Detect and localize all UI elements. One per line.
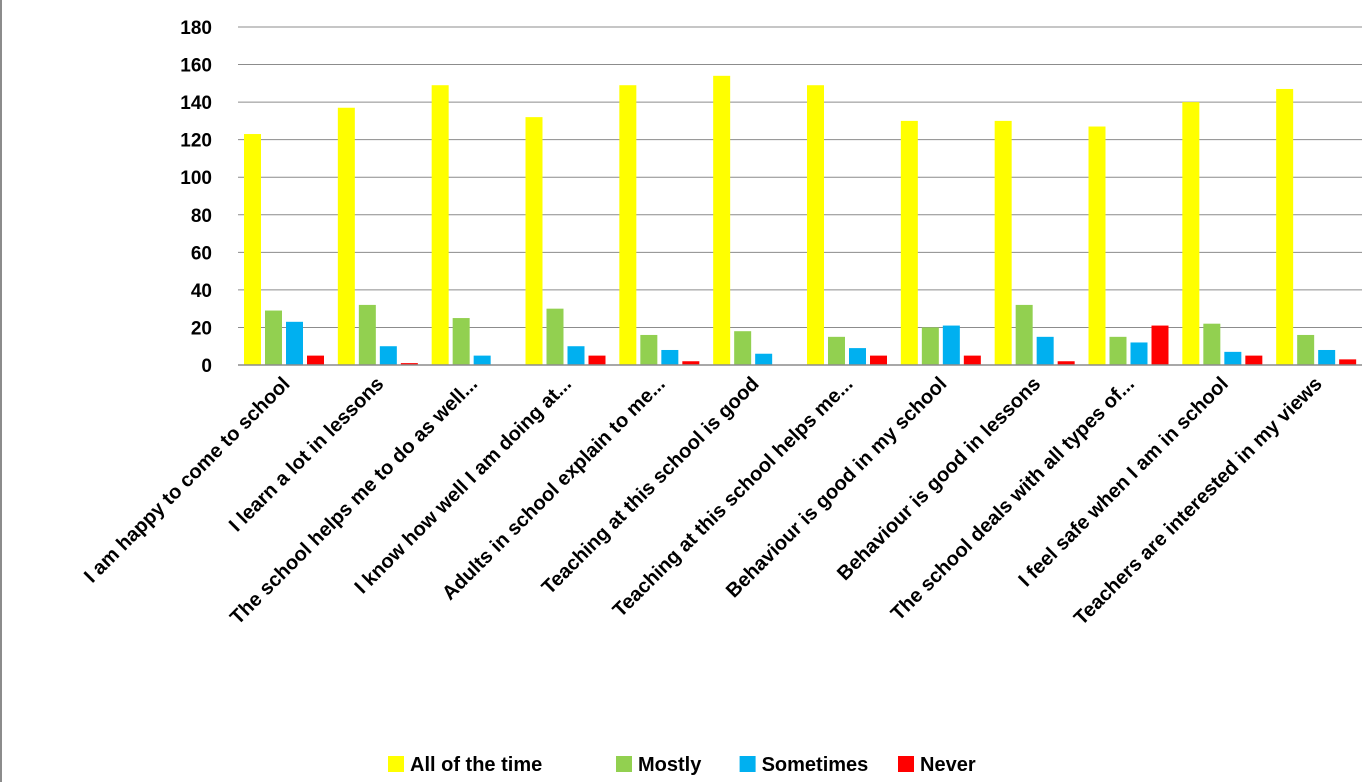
category-label-9: Behaviour is good in lessons	[833, 373, 1045, 585]
bar-all-of-the-time-11	[1182, 102, 1200, 365]
bar-all-of-the-time-7	[807, 85, 824, 365]
bar-never-1	[307, 355, 324, 365]
bar-sometimes-11	[1224, 351, 1242, 365]
gridlines	[238, 26, 1362, 328]
bar-all-of-the-time-4	[525, 117, 543, 365]
bar-sometimes-4	[567, 346, 585, 365]
bar-mostly-12	[1297, 334, 1315, 365]
bar-never-12	[1339, 359, 1357, 365]
bar-all-of-the-time-3	[431, 85, 449, 365]
bar-all-of-the-time-5	[619, 85, 637, 365]
y-tick-label-100: 100	[180, 168, 212, 189]
bar-mostly-3	[452, 318, 470, 365]
y-tick-label-80: 80	[191, 206, 212, 227]
y-tick-label-0: 0	[201, 356, 212, 377]
bar-sometimes-3	[473, 355, 491, 365]
bar-all-of-the-time-6	[713, 75, 731, 366]
legend-swatch-mostly	[616, 756, 632, 772]
legend-item-never: Never	[898, 754, 976, 776]
legend-swatch-sometimes	[739, 756, 756, 772]
legend: All of the time Mostly Sometimes Never	[388, 754, 976, 776]
bar-never-10	[1151, 325, 1169, 365]
bar-mostly-11	[1203, 323, 1221, 365]
legend-swatch-all-of-the-time	[388, 756, 404, 772]
legend-swatch-never	[898, 756, 914, 772]
legend-label-sometimes: Sometimes	[762, 754, 869, 776]
bar-all-of-the-time-12	[1276, 88, 1294, 365]
y-tick-label-40: 40	[191, 281, 212, 302]
y-tick-label-180: 180	[180, 18, 212, 39]
y-tick-label-140: 140	[180, 93, 212, 114]
category-label-11: I feel safe when I am in school	[1014, 373, 1232, 591]
bar-never-9	[1057, 361, 1075, 365]
bar-mostly-5	[640, 334, 658, 365]
bar-all-of-the-time-10	[1088, 126, 1106, 366]
bar-never-2	[400, 363, 418, 365]
bar-sometimes-7	[849, 348, 866, 365]
bar-all-of-the-time-9	[994, 120, 1012, 365]
bar-sometimes-5	[661, 349, 679, 365]
y-tick-label-60: 60	[191, 243, 212, 264]
legend-label-never: Never	[920, 754, 976, 776]
bar-mostly-9	[1015, 304, 1033, 365]
bar-all-of-the-time-8	[900, 120, 918, 365]
bar-mostly-10	[1109, 336, 1127, 365]
bar-sometimes-8	[942, 325, 960, 365]
category-label-1: I am happy to come to school	[80, 373, 294, 587]
bar-never-8	[963, 355, 981, 365]
bar-never-11	[1245, 355, 1263, 365]
bar-sometimes-12	[1318, 349, 1336, 365]
y-tick-label-120: 120	[180, 131, 212, 152]
y-tick-label-20: 20	[191, 318, 212, 339]
bar-sometimes-6	[755, 353, 773, 365]
bar-mostly-4	[546, 308, 564, 365]
y-axis-tick-labels: 0 20 40 60 80 100 120 140 160 180	[180, 18, 212, 377]
legend-item-sometimes: Sometimes	[739, 754, 869, 776]
bar-never-5	[682, 361, 700, 365]
y-tick-label-160: 160	[180, 56, 212, 77]
bar-mostly-2	[358, 304, 376, 365]
bar-never-7	[870, 355, 887, 365]
legend-label-all-of-the-time: All of the time	[410, 754, 542, 776]
bar-mostly-1	[265, 310, 282, 365]
legend-item-mostly: Mostly	[616, 754, 702, 776]
bar-all-of-the-time-1	[244, 134, 261, 365]
bar-sometimes-10	[1130, 342, 1148, 365]
bar-sometimes-1	[286, 321, 303, 365]
legend-label-mostly: Mostly	[638, 754, 702, 776]
bar-mostly-7	[828, 336, 845, 365]
category-label-2: I learn a lot in lessons	[225, 373, 388, 536]
bars	[244, 75, 1357, 366]
bar-sometimes-2	[379, 346, 397, 365]
bar-never-4	[588, 355, 606, 365]
bar-sometimes-9	[1036, 336, 1054, 365]
bar-all-of-the-time-2	[337, 107, 355, 365]
bar-mostly-6	[734, 331, 752, 365]
legend-item-all-of-the-time: All of the time	[388, 754, 542, 776]
bar-mostly-8	[921, 327, 939, 365]
